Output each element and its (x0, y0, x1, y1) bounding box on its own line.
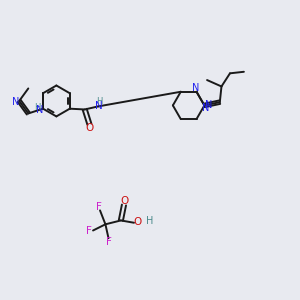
Text: N: N (36, 105, 44, 115)
Text: O: O (120, 196, 129, 206)
Text: H: H (96, 97, 103, 106)
Text: F: F (96, 202, 102, 212)
Text: N: N (202, 103, 210, 113)
Text: F: F (86, 226, 92, 236)
Text: N: N (192, 83, 199, 93)
Text: N: N (12, 97, 19, 106)
Text: N: N (95, 101, 103, 111)
Text: O: O (86, 123, 94, 133)
Text: H: H (146, 216, 153, 226)
Text: F: F (106, 237, 112, 247)
Text: N: N (205, 100, 212, 110)
Text: O: O (134, 218, 142, 227)
Text: H: H (34, 103, 41, 112)
